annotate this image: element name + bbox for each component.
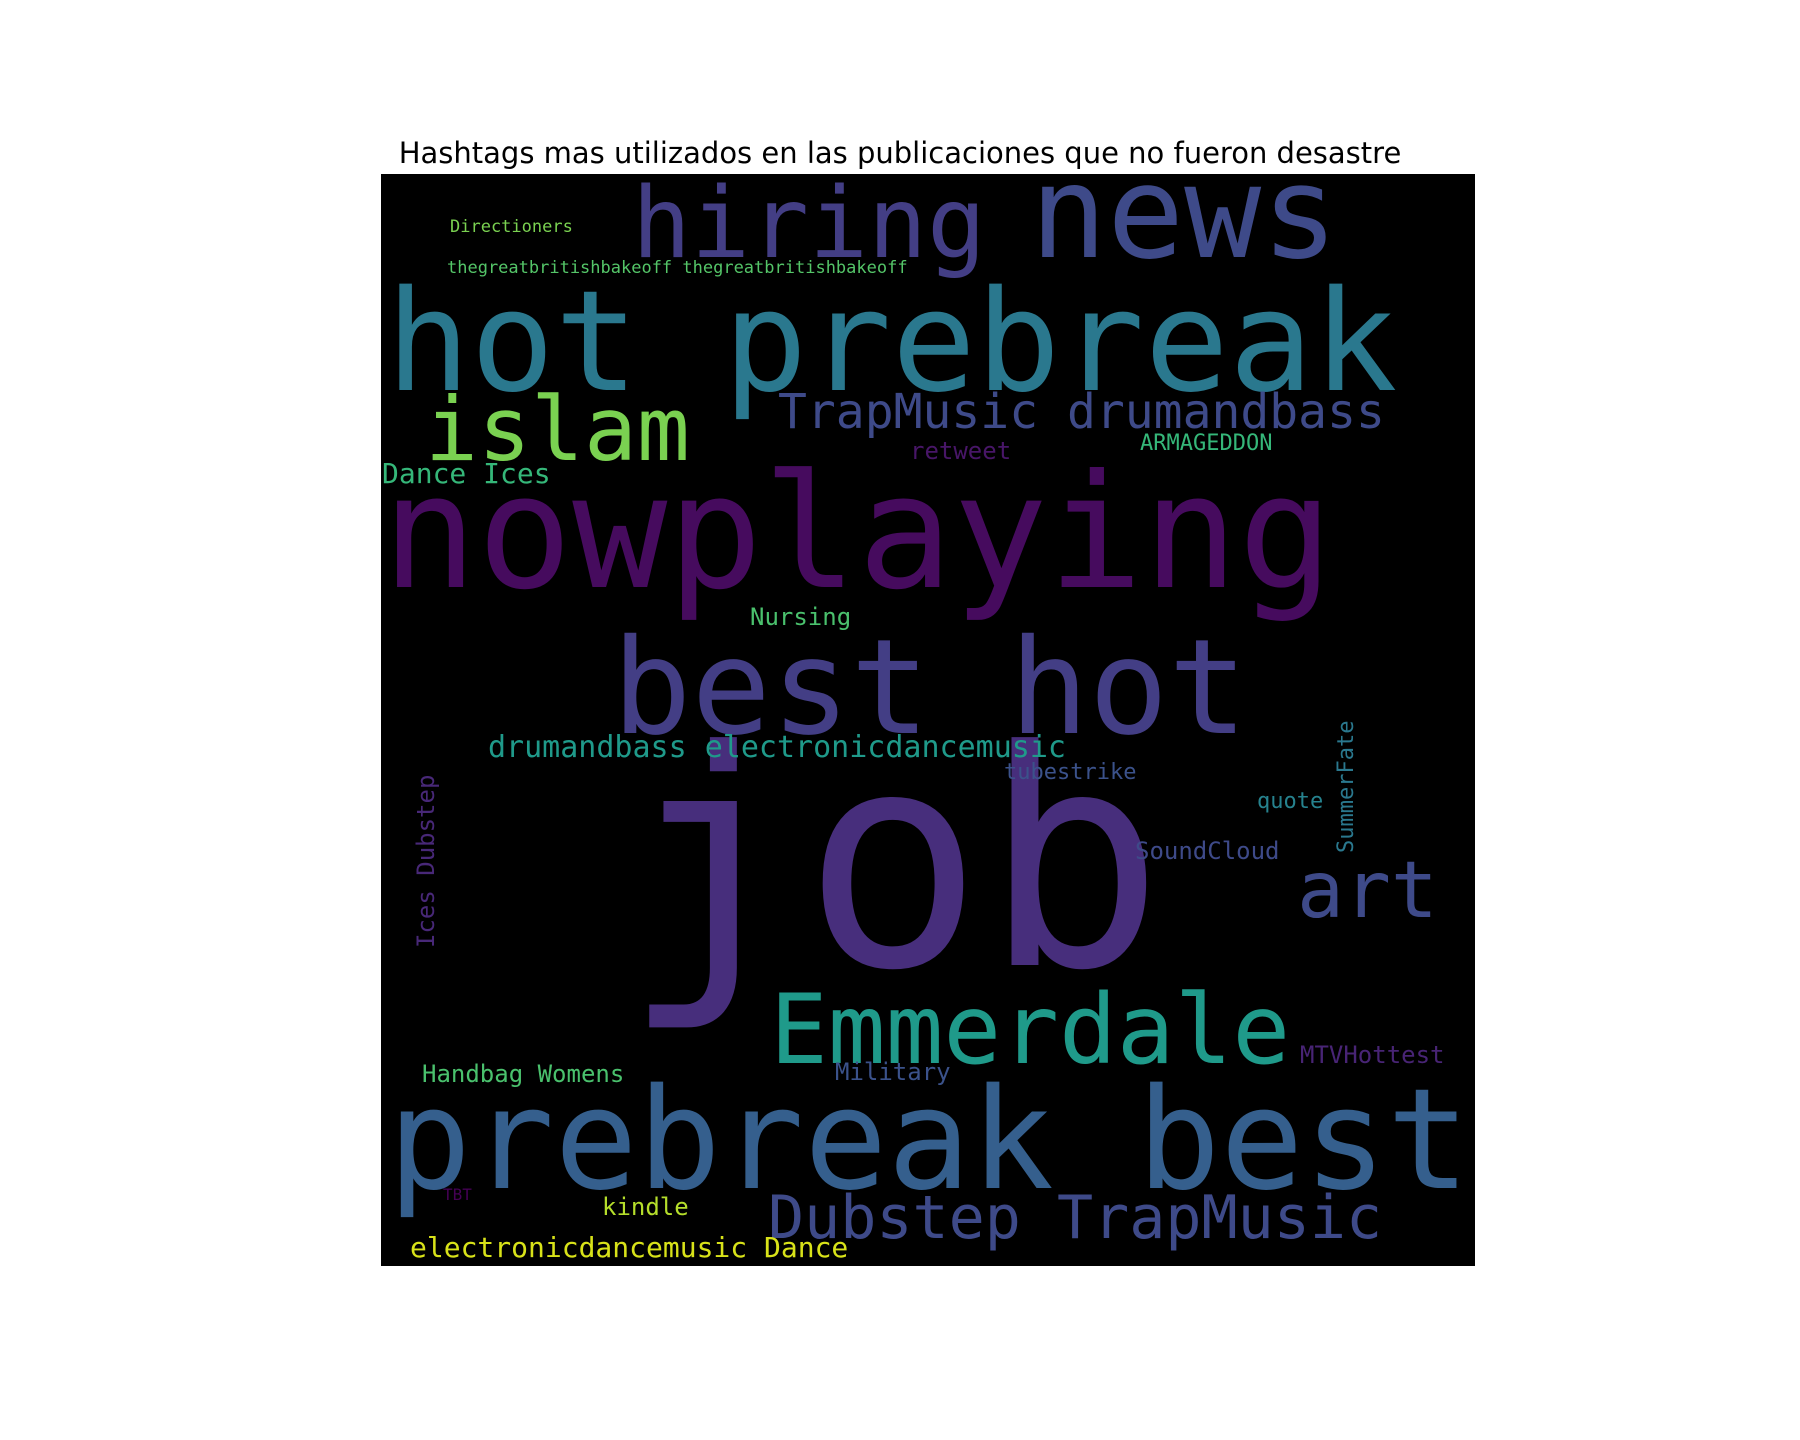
word-electronicdancemusic-dance: electronicdancemusic Dance [410,1231,848,1264]
word-nursing: Nursing [750,603,851,631]
word-best-hot: best hot [612,611,1248,765]
word-trapmusic-drumandbass: TrapMusic drumandbass [778,384,1385,440]
word-quote: quote [1257,789,1323,814]
word-mtvhottest: MTVHottest [1300,1041,1445,1069]
word-drumandbass-electronicdancemusic: drumandbass electronicdancemusic [488,730,1066,765]
word-tbt: TBT [443,1185,472,1204]
word-military: Military [835,1058,951,1086]
word-news: news [1030,139,1338,288]
word-job: job [622,687,1164,1036]
word-prebreak-best: prebreak best [388,1059,1470,1222]
word-dance-ices: Dance Ices [382,457,551,490]
word-handbag-womens: Handbag Womens [422,1060,624,1088]
words-layer: job nowplaying prebreak best hot prebreak be… [382,139,1470,1264]
word-hiring: hiring [632,167,986,281]
word-armageddon: ARMAGEDDON [1140,431,1272,456]
wordcloud-background [381,174,1475,1266]
word-kindle: kindle [602,1193,689,1221]
word-summerfate: SummerFate [1334,721,1359,853]
word-thegreatbritishbakeoff-thegreatbritishbakeoff: thegreatbritishbakeoff thegreatbritishba… [447,258,908,278]
word-soundcloud: SoundCloud [1135,837,1280,865]
word-art: art [1297,846,1438,936]
word-islam: islam [425,378,690,481]
word-hot-prebreak: hot prebreak [386,261,1397,424]
word-nowplaying: nowplaying [382,441,1333,625]
word-dubstep-trapmusic: Dubstep TrapMusic [768,1183,1382,1253]
word-directioners: Directioners [450,217,573,237]
chart-title: Hashtags mas utilizados en las publicaci… [398,136,1402,170]
word-ices-dubstep: Ices Dubstep [412,775,440,948]
word-tubestrike: tubestrike [1004,760,1136,785]
word-retweet: retweet [910,437,1011,465]
word-emmerdale: Emmerdale [770,974,1290,1086]
